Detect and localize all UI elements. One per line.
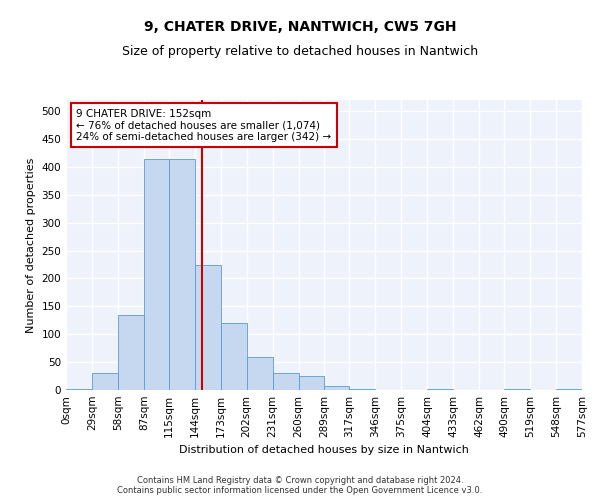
Bar — [195, 264, 221, 390]
Bar — [118, 314, 144, 390]
Y-axis label: Number of detached properties: Number of detached properties — [26, 158, 36, 332]
X-axis label: Distribution of detached houses by size in Nantwich: Distribution of detached houses by size … — [179, 446, 469, 456]
Text: Size of property relative to detached houses in Nantwich: Size of property relative to detached ho… — [122, 45, 478, 58]
Text: Contains HM Land Registry data © Crown copyright and database right 2024.
Contai: Contains HM Land Registry data © Crown c… — [118, 476, 482, 495]
Bar — [299, 376, 325, 390]
Bar — [325, 386, 349, 390]
Bar — [66, 389, 92, 390]
Bar — [144, 158, 169, 390]
Text: 9 CHATER DRIVE: 152sqm
← 76% of detached houses are smaller (1,074)
24% of semi-: 9 CHATER DRIVE: 152sqm ← 76% of detached… — [76, 108, 331, 142]
Bar — [92, 374, 118, 390]
Bar — [169, 158, 195, 390]
Bar — [247, 356, 272, 390]
Text: 9, CHATER DRIVE, NANTWICH, CW5 7GH: 9, CHATER DRIVE, NANTWICH, CW5 7GH — [144, 20, 456, 34]
Bar — [221, 323, 247, 390]
Bar — [272, 374, 299, 390]
